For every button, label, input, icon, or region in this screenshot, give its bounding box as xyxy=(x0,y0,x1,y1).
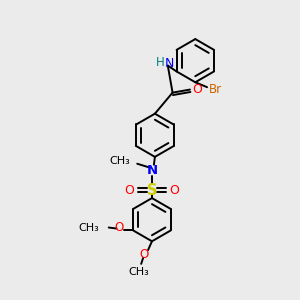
Text: CH₃: CH₃ xyxy=(78,223,99,232)
Text: O: O xyxy=(114,221,123,234)
Text: CH₃: CH₃ xyxy=(110,156,130,166)
Text: S: S xyxy=(147,183,157,198)
Text: Br: Br xyxy=(209,82,222,96)
Text: H: H xyxy=(156,56,164,69)
Text: O: O xyxy=(169,184,179,197)
Text: O: O xyxy=(124,184,134,197)
Text: CH₃: CH₃ xyxy=(129,267,150,277)
Text: O: O xyxy=(192,83,202,96)
Text: N: N xyxy=(146,164,158,177)
Text: O: O xyxy=(140,248,149,260)
Text: N: N xyxy=(165,57,175,70)
